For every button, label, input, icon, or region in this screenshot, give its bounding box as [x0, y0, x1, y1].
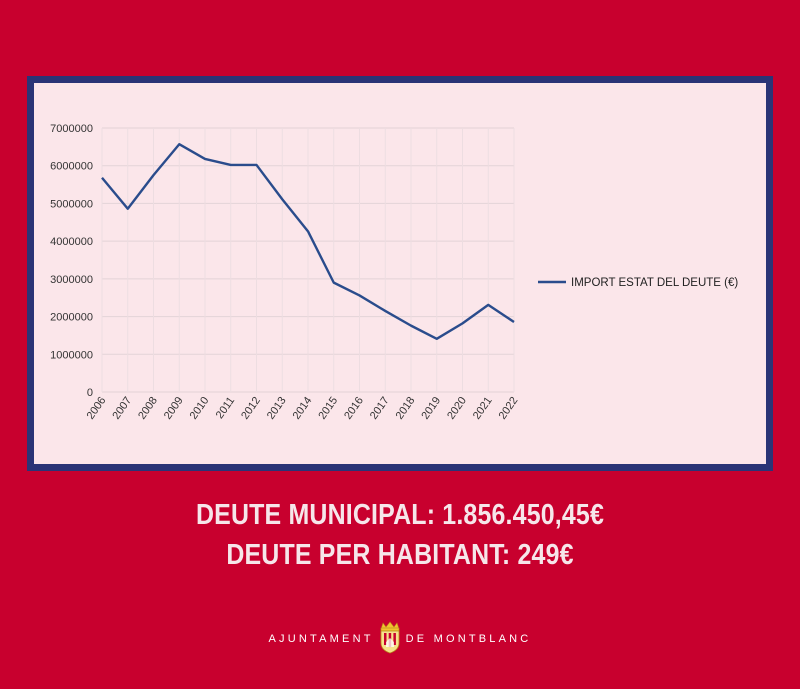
town-crest-icon — [378, 620, 402, 657]
y-tick-label: 2000000 — [50, 312, 93, 324]
footer-logo: AJUNTAMENT DE MONTBLANC — [0, 620, 800, 657]
x-tick-label: 2015 — [316, 395, 340, 422]
y-tick-label: 4000000 — [50, 236, 93, 248]
debt-line-chart: 0 1000000 2000000 3000000 4000000 5000000 6000… — [50, 123, 738, 422]
x-tick-label: 2016 — [342, 395, 366, 422]
x-tick-label: 2008 — [136, 395, 160, 422]
y-tick-label: 3000000 — [50, 274, 93, 286]
legend-label: IMPORT ESTAT DEL DEUTE (€) — [571, 277, 738, 289]
y-tick-label: 7000000 — [50, 123, 93, 135]
debt-per-inhabitant-headline: DEUTE PER HABITANT: 249€ — [226, 539, 574, 571]
y-tick-label: 0 — [87, 387, 93, 399]
x-tick-label: 2011 — [214, 395, 237, 421]
footer-text-left: AJUNTAMENT — [268, 632, 374, 645]
footer-text-right: DE MONTBLANC — [405, 632, 532, 645]
x-tick-label: 2017 — [368, 395, 392, 422]
chart-panel: 0 1000000 2000000 3000000 4000000 5000000 6000… — [34, 83, 766, 464]
y-tick-label: 5000000 — [50, 198, 93, 210]
y-tick-label: 1000000 — [50, 349, 93, 361]
x-tick-label: 2014 — [291, 395, 315, 422]
municipal-debt-headline: DEUTE MUNICIPAL: 1.856.450,45€ — [195, 499, 605, 531]
x-tick-label: 2020 — [445, 395, 469, 422]
y-tick-label: 6000000 — [50, 161, 93, 173]
x-tick-label: 2018 — [394, 395, 418, 422]
chart-frame: 0 1000000 2000000 3000000 4000000 5000000 6000… — [27, 76, 773, 471]
x-tick-label: 2019 — [419, 395, 443, 422]
x-tick-label: 2021 — [471, 395, 495, 422]
x-tick-label: 2022 — [497, 395, 521, 422]
x-tick-label: 2007 — [110, 395, 134, 422]
x-tick-label: 2012 — [239, 395, 263, 422]
x-tick-label: 2013 — [265, 395, 289, 422]
x-tick-label: 2009 — [162, 395, 186, 422]
x-tick-label: 2010 — [188, 395, 212, 422]
